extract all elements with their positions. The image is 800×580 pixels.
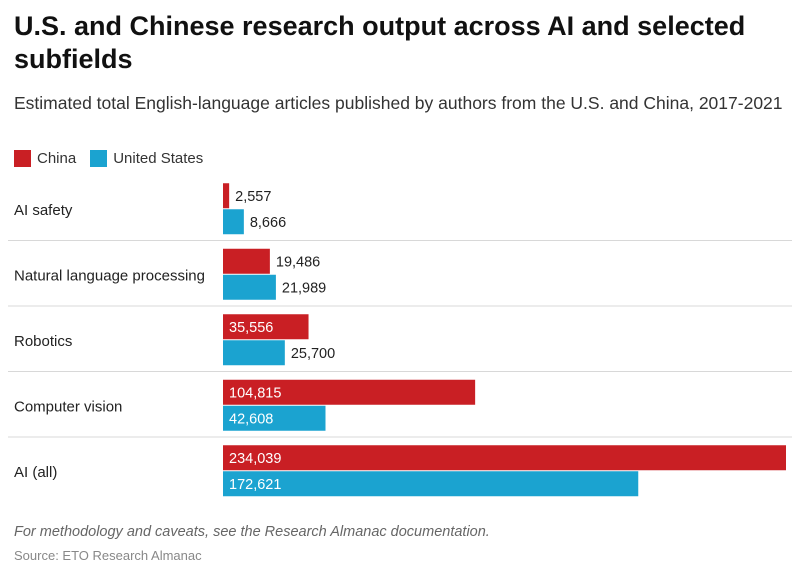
value-label-china-computer-vision: 104,815 [229, 385, 281, 401]
category-label-robotics: Robotics [14, 333, 72, 350]
legend-item-united-states: United States [90, 149, 204, 167]
methodology-note: For methodology and caveats, see the Res… [14, 524, 490, 540]
category-label-ai-all: AI (all) [14, 464, 57, 481]
value-label-china-ai-all: 234,039 [229, 451, 281, 467]
bar-united-states-ai-all [223, 471, 639, 497]
bar-chart: AI safety 2,557 8,666 Natural language proc… [8, 183, 792, 497]
legend-label-china: China [37, 149, 77, 167]
legend-item-china: China [14, 149, 77, 167]
category-label-computer-vision: Computer vision [14, 399, 122, 416]
source-note: Source: ETO Research Almanac [14, 548, 202, 563]
value-label-united-states-ai-safety: 8,666 [250, 215, 286, 231]
bar-china-natural-language-processing [223, 248, 270, 274]
bar-united-states-computer-vision [223, 405, 326, 431]
bar-china-ai-all [223, 445, 786, 471]
value-label-united-states-natural-language-processing: 21,989 [282, 280, 326, 296]
legend-label-united-states: United States [113, 149, 204, 167]
bar-china-robotics [223, 314, 309, 340]
value-label-united-states-robotics: 25,700 [291, 346, 335, 362]
legend-swatch-united-states [90, 149, 108, 167]
bar-china-computer-vision [223, 379, 476, 405]
legend: China United States [14, 148, 217, 168]
value-label-united-states-computer-vision: 42,608 [229, 411, 273, 427]
bar-united-states-ai-safety [223, 209, 244, 235]
value-label-china-robotics: 35,556 [229, 320, 273, 336]
value-label-china-ai-safety: 2,557 [235, 189, 271, 205]
value-label-china-natural-language-processing: 19,486 [276, 254, 320, 270]
bar-united-states-robotics [223, 340, 285, 366]
category-label-ai-safety: AI safety [14, 202, 73, 219]
legend-swatch-china [14, 149, 31, 167]
chart-subtitle: Estimated total English-language article… [14, 93, 783, 113]
category-label-natural-language-processing: Natural language processing [14, 268, 205, 285]
chart-title: U.S. and Chinese research output across … [14, 11, 746, 74]
bar-china-ai-safety [223, 183, 230, 209]
bar-united-states-natural-language-processing [223, 274, 276, 300]
value-label-united-states-ai-all: 172,621 [229, 477, 281, 493]
